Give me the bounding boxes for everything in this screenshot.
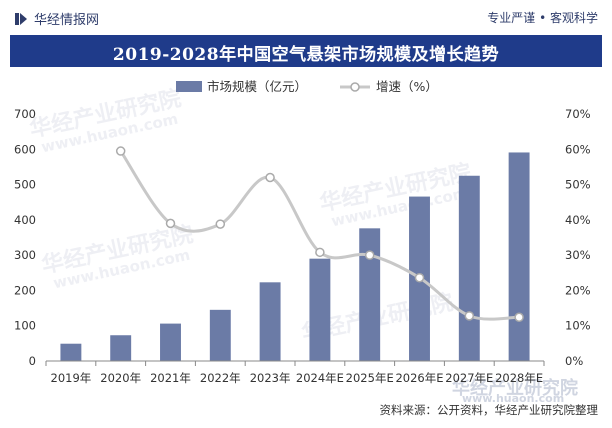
y-left-tick-label: 500 xyxy=(14,178,36,192)
x-tick-label: 2024年E xyxy=(296,371,344,385)
x-tick-label: 2026年E xyxy=(395,371,443,385)
y-left-tick-label: 700 xyxy=(14,107,36,121)
title-bar: 2019-2028年中国空气悬架市场规模及增长趋势 xyxy=(10,35,602,67)
growth-point xyxy=(514,312,524,322)
y-right-tick-label: 60% xyxy=(565,142,591,156)
x-tick-label: 2022年 xyxy=(200,371,241,385)
bar xyxy=(60,343,82,361)
bar xyxy=(110,335,132,361)
legend-swatch-bar xyxy=(176,81,202,92)
brand-name: 华经情报网 xyxy=(34,13,100,28)
x-tick-label: 2019年 xyxy=(51,371,92,385)
x-tick-label: 2027年E xyxy=(445,371,493,385)
growth-point xyxy=(364,250,375,260)
y-left-tick-label: 0 xyxy=(29,354,36,368)
bar xyxy=(359,228,381,361)
y-left-tick-label: 300 xyxy=(14,248,36,262)
x-tick-label: 2023年 xyxy=(250,371,291,385)
bar xyxy=(259,282,281,361)
y-right-tick-label: 20% xyxy=(565,283,591,297)
growth-point xyxy=(414,272,425,283)
y-right-tick-label: 30% xyxy=(565,248,591,262)
x-tick-label: 2021年 xyxy=(150,371,191,385)
y-right-tick-label: 50% xyxy=(565,178,591,192)
legend-label-bar: 市场规模（亿元） xyxy=(207,79,307,94)
legend-swatch-marker xyxy=(350,82,360,92)
brand-logo-icon xyxy=(15,12,27,25)
growth-point xyxy=(115,146,126,156)
y-right-tick-label: 10% xyxy=(565,319,591,333)
growth-point xyxy=(315,247,325,258)
y-left-tick-label: 400 xyxy=(14,213,36,227)
growth-line xyxy=(119,150,520,321)
y-left-tick-label: 200 xyxy=(14,283,36,297)
y-right-tick-label: 70% xyxy=(565,107,591,121)
top-bar: 华经情报网 专业严谨 • 客观科学 xyxy=(0,0,612,34)
bar xyxy=(458,175,480,361)
chart-title: 2019-2028年中国空气悬架市场规模及增长趋势 xyxy=(112,45,500,65)
bar xyxy=(209,309,231,361)
x-tick-label: 2025年E xyxy=(346,371,394,385)
y-right-tick-label: 0% xyxy=(565,354,583,368)
growth-point xyxy=(165,218,176,229)
bar xyxy=(160,323,181,361)
growth-point xyxy=(265,172,275,183)
y-left-tick-label: 600 xyxy=(14,142,36,156)
slogan: 专业严谨 • 客观科学 xyxy=(487,11,598,25)
growth-point xyxy=(464,311,475,321)
y-right-tick-label: 40% xyxy=(565,213,591,227)
x-tick-label: 2020年 xyxy=(100,371,141,385)
legend-label-line: 增速（%） xyxy=(376,79,438,94)
source-note: 资料来源：公开资料，华经产业研究院整理 xyxy=(379,403,599,417)
growth-point xyxy=(215,219,226,229)
x-tick-label: 2028年E xyxy=(495,371,543,385)
brand: 华经情报网 xyxy=(14,9,99,28)
y-left-tick-label: 100 xyxy=(14,319,36,333)
bar xyxy=(309,258,331,361)
bar xyxy=(508,152,530,361)
